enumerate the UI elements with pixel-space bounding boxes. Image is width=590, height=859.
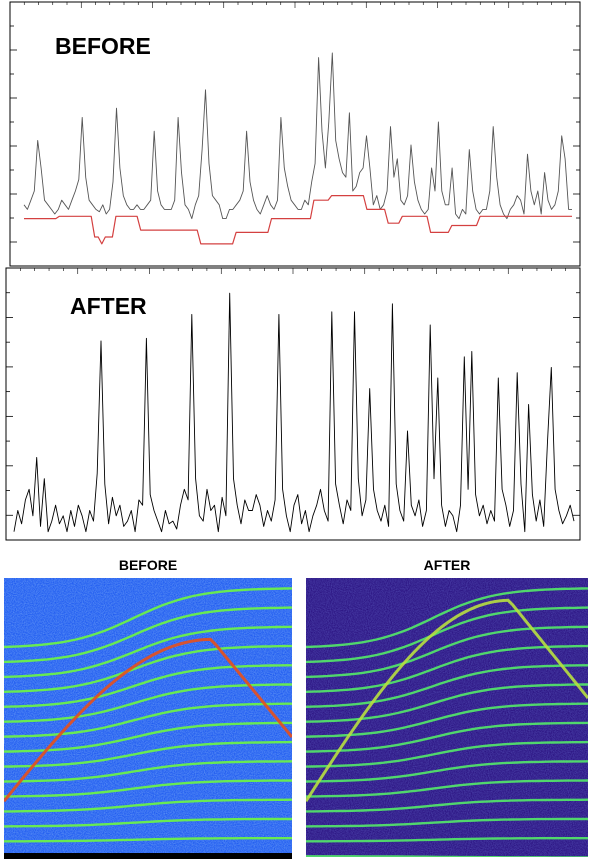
before-heatmap-streak	[4, 760, 292, 783]
before-heatmap-streak	[4, 606, 292, 664]
after-heatmap-streak	[306, 587, 588, 649]
after-heatmap-streak	[306, 625, 588, 679]
after-heatmap-streak	[306, 644, 588, 693]
before-line-plot: BEFORE	[9, 1, 581, 267]
before-plot-ticks	[9, 1, 581, 267]
after-series-group	[13, 292, 575, 533]
before-heatmap-streak	[4, 817, 292, 828]
before-heatmap-streak	[4, 837, 292, 843]
before-heatmap-title: BEFORE	[119, 557, 177, 573]
after-heatmap	[306, 578, 588, 857]
before-signal-line	[23, 52, 572, 220]
after-heatmap-streak	[306, 837, 588, 843]
after-heatmap-title: AFTER	[424, 557, 471, 573]
before-series-group	[23, 52, 572, 245]
before-heatmap-streak	[4, 683, 292, 723]
after-plot-ticks	[5, 267, 581, 541]
after-heatmap-streak	[306, 606, 588, 664]
after-heatmap-streak	[306, 683, 588, 723]
before-heatmap	[4, 578, 292, 857]
before-heatmap-streak	[4, 625, 292, 679]
before-heatmap-streak	[4, 740, 292, 768]
before-plot-title: BEFORE	[55, 33, 151, 59]
before-heatmap-streak	[4, 664, 292, 708]
after-signal-line	[13, 292, 575, 533]
after-heatmap-streaks	[306, 587, 588, 857]
after-heatmap-streak	[306, 702, 588, 738]
after-heatmap-streak	[306, 760, 588, 783]
before-heatmap-crossing-arc	[4, 637, 292, 803]
after-plot-title: AFTER	[70, 293, 147, 319]
after-plot-frame	[5, 267, 581, 541]
after-heatmap-streak	[306, 740, 588, 768]
before-heatmap-streak	[4, 779, 292, 798]
after-heatmap-streak	[306, 721, 588, 753]
before-heatmap-streak	[4, 798, 292, 813]
before-baseline-line	[24, 195, 572, 245]
after-heatmap-streak	[306, 664, 588, 708]
before-heatmap-streak	[4, 702, 292, 738]
after-line-plot: AFTER	[5, 267, 581, 541]
before-heatmap-streak	[4, 587, 292, 649]
after-heatmap-streak	[306, 817, 588, 828]
after-heatmap-streak	[306, 779, 588, 798]
before-heatmap-streak	[4, 644, 292, 693]
after-heatmap-crossing-arc	[306, 598, 588, 803]
before-heatmap-bottom-bar	[4, 853, 292, 859]
after-heatmap-streak	[306, 855, 588, 857]
before-heatmap-streak	[4, 721, 292, 753]
after-heatmap-streak	[306, 798, 588, 813]
before-heatmap-streaks	[4, 587, 292, 857]
before-plot-frame	[9, 1, 581, 267]
